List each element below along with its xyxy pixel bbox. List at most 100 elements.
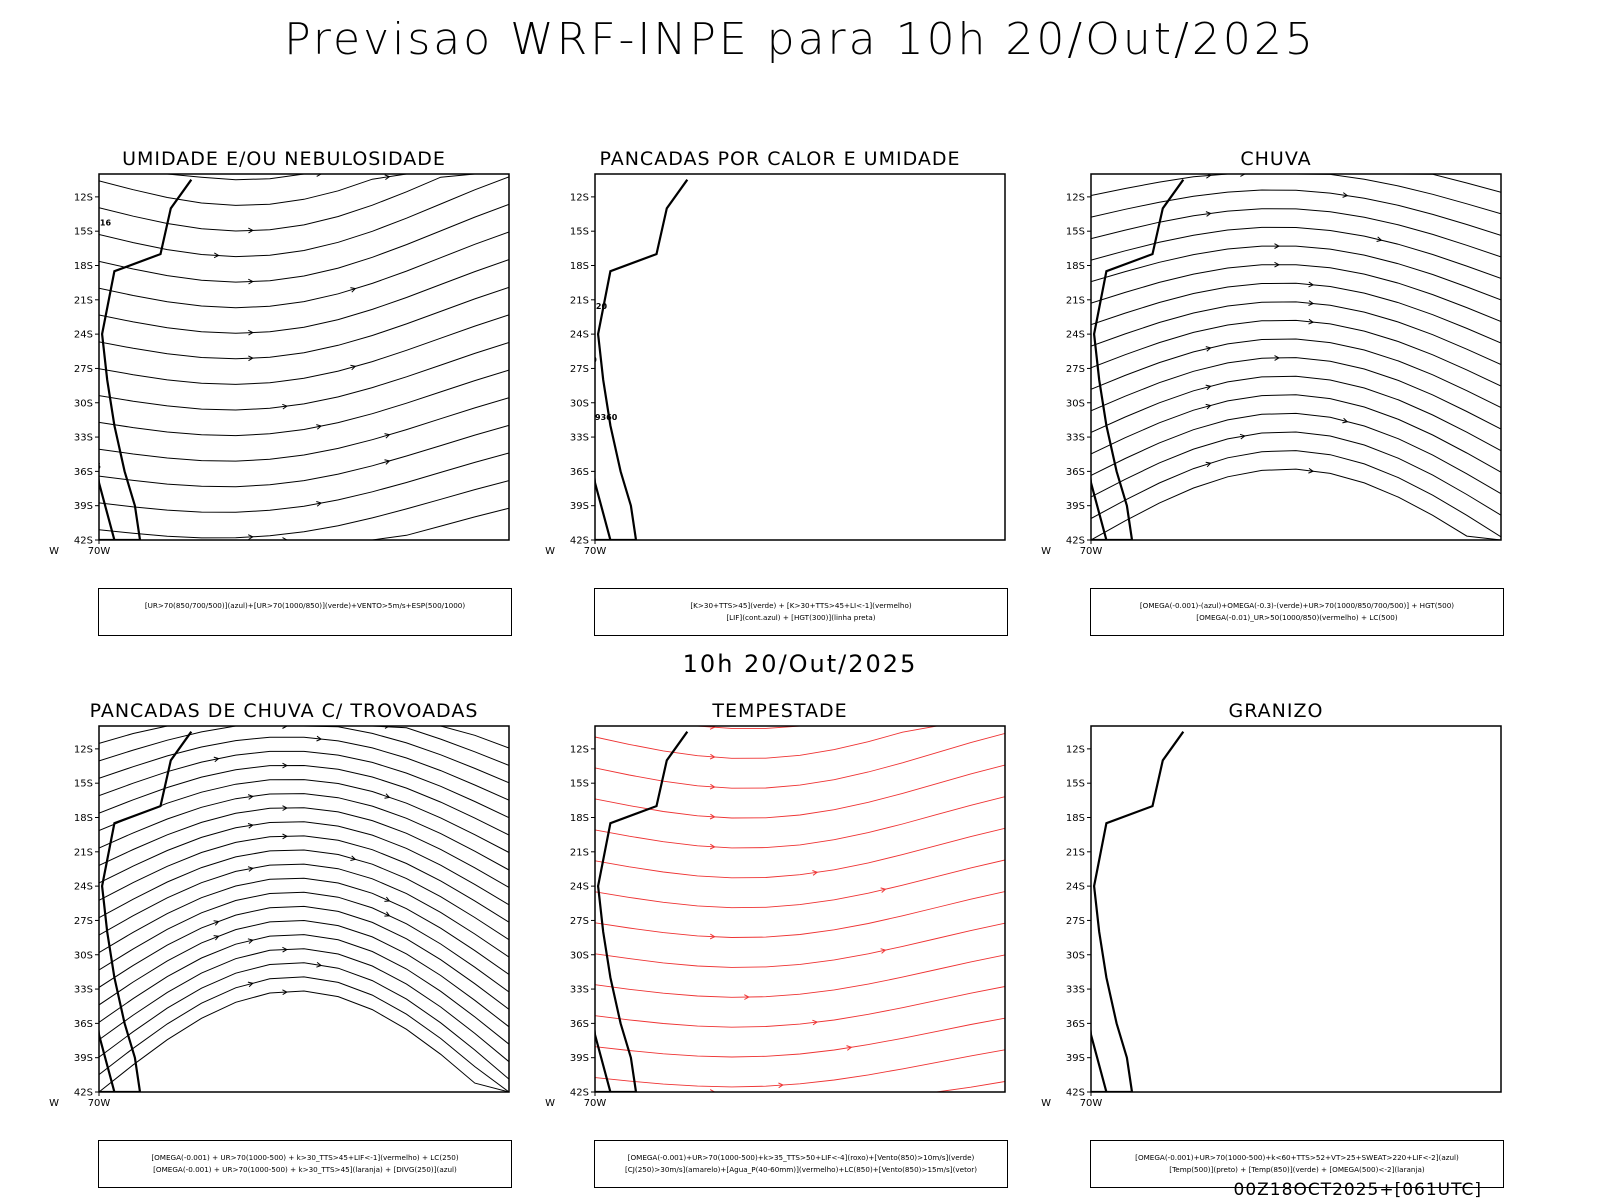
lat-tick-label: 36S [570,467,589,478]
streamline-arrow [247,981,254,988]
panel-umidade: UMIDADE E/OU NEBULOSIDADE 10121012101210… [49,148,519,638]
streamline [99,764,509,836]
lake [551,497,556,502]
lat-tick-label: 21S [74,295,93,306]
streamline [1091,174,1501,215]
streamline [99,976,509,1092]
streamline-arrow [709,813,716,820]
plot-area [99,726,509,1092]
lon-tick-label: 65W [49,1098,59,1109]
lat-tick-label: 15S [1066,227,1085,238]
lat-tick-label: 33S [570,985,589,996]
streamline [99,314,509,385]
contour-label: 9280 [545,451,566,460]
streamline-arrow [709,753,716,760]
forecast-map[interactable]: 12S15S18S21S24S27S30S33S36S39S42S70W65W6… [545,724,1015,1124]
streamline-arrow [282,726,288,729]
plot-frame [594,725,1006,1093]
streamline-arrow [709,783,716,790]
lon-tick-label: 70W [88,546,111,557]
plot-area: 9600960096009520952095209440944093609360… [545,179,689,540]
panel-legend: [UR>70(850/700/500)](azul)+[UR>70(1000/8… [98,588,512,636]
streamline-arrow [1205,403,1212,410]
lon-tick-label: 65W [1041,546,1051,557]
streamline [99,821,509,906]
lat-tick-label: 18S [1066,813,1085,824]
contour-label: 1018 [49,451,60,460]
streamline-arrow [1274,355,1280,361]
coastline [595,179,689,540]
panel-trovoadas: PANCADAS DE CHUVA C/ TROVOADAS 12S 15S 18S… [49,700,519,1190]
contour-label: 1016 [89,218,112,227]
lon-tick-label: 65W [1041,1098,1051,1109]
streamline [99,807,509,888]
streamline-arrow [384,174,391,180]
forecast-map[interactable]: 9600960096009520952095209440944093609360… [545,172,1015,572]
streamline [1091,245,1501,301]
lat-tick-label: 24S [1066,330,1085,341]
streamline-arrow [213,756,220,763]
streamline-arrow [316,424,323,430]
streamline-arrow [384,896,391,902]
lat-tick-label: 12S [570,744,589,755]
panel-title: PANCADAS POR CALOR E UMIDADE [599,148,961,170]
streamline [595,726,1005,759]
streamline [99,342,509,411]
lon-tick-label: 70W [584,1098,607,1109]
country-border [99,1024,116,1092]
lat-tick-label: 24S [74,882,93,893]
streamline [595,1017,1005,1058]
contour-label: 9520 [585,302,608,311]
lat-tick-label: 39S [570,501,589,512]
streamline [1091,226,1501,279]
streamline-arrow [709,726,716,730]
streamline-arrow [384,726,391,729]
streamline-arrow [282,946,288,953]
plot-frame [98,173,510,541]
streamline-arrow [316,735,323,742]
streamline-arrow [282,805,288,811]
streamline-arrow [248,355,254,362]
country-border [1091,1024,1108,1092]
lat-tick-label: 33S [74,985,93,996]
coastline [595,731,689,1092]
lat-tick-label: 39S [74,1053,93,1064]
forecast-map[interactable]: 12S15S18S21S24S27S30S33S36S39S42S70W65W6… [49,724,519,1124]
coastline [99,731,193,1092]
lon-tick-label: 70W [1080,546,1103,557]
plot-frame [594,173,1006,541]
streamline [99,736,509,801]
plot-frame [98,725,510,1093]
forecast-map[interactable]: 58258858257657357056756457657057357912S 1… [1041,172,1511,572]
lat-tick-label: 30S [74,398,93,409]
streamline-arrow [709,843,716,850]
legend-line: [OMEGA(-0.01)_UR>50(1000/850)(vermelho) … [1196,613,1398,622]
lat-tick-label: 21S [570,295,589,306]
coastline [99,179,193,540]
streamline-arrow [1205,346,1212,352]
streamline [1091,338,1501,409]
panel-title: UMIDADE E/OU NEBULOSIDADE [122,148,446,170]
panel-title: PANCADAS DE CHUVA C/ TROVOADAS [89,700,479,722]
lat-tick-label: 18S [74,261,93,272]
lat-tick-label: 33S [1066,985,1085,996]
streamline-arrow [744,994,750,1000]
country-border [99,472,116,540]
streamline-arrow [213,920,220,926]
contour-label: 1016 [79,462,102,471]
lat-tick-label: 33S [570,433,589,444]
forecast-map[interactable]: 1012101210121012101610161016102010201024… [49,172,519,572]
lat-tick-label: 39S [570,1053,589,1064]
panel-title: TEMPESTADE [712,700,848,722]
lat-tick-label: 30S [570,398,589,409]
lat-tick-label: 18S [74,813,93,824]
lat-tick-label: 27S [570,916,589,927]
lat-tick-label: 42S [570,536,589,547]
legend-line: [LIF](cont.azul) + [HGT(300)](linha pret… [726,613,876,622]
streamline-arrow [247,866,254,872]
streamline-arrow [384,911,391,917]
streamline-arrow [350,287,357,293]
lat-tick-label: 27S [1066,916,1085,927]
streamline [99,424,509,488]
